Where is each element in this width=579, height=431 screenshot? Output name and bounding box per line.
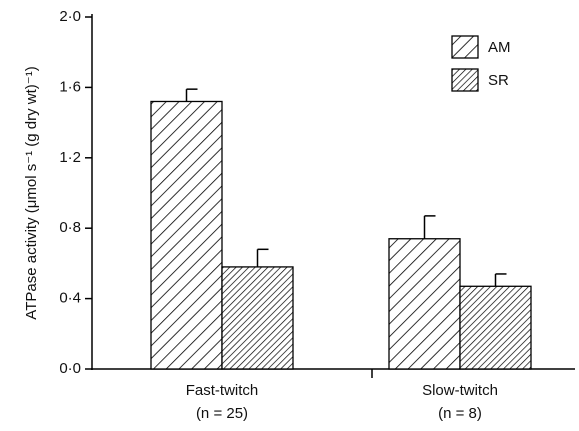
x-tick-note: (n = 8) (438, 405, 482, 422)
x-tick-note: (n = 25) (196, 405, 248, 422)
bar (150, 100, 223, 370)
bar (221, 266, 294, 370)
y-tick-label: 0·4 (59, 290, 81, 307)
x-tick-label: Fast-twitch (186, 382, 259, 399)
y-tick-label: 2·0 (59, 8, 81, 25)
bar (459, 285, 532, 370)
legend-swatch (451, 35, 479, 59)
y-tick-label: 0·0 (59, 360, 81, 377)
legend-swatch (451, 68, 479, 92)
y-tick-label: 0·8 (59, 219, 81, 236)
legend-label: SR (488, 72, 509, 89)
bar (388, 238, 461, 370)
y-tick-label: 1·2 (59, 149, 81, 166)
x-tick-label: Slow-twitch (422, 382, 498, 399)
legend-label: AM (488, 39, 511, 56)
y-tick-label: 1·6 (59, 78, 81, 95)
y-axis-label: ATPase activity (μmol s⁻¹ (g dry wt)⁻¹) (23, 66, 40, 319)
